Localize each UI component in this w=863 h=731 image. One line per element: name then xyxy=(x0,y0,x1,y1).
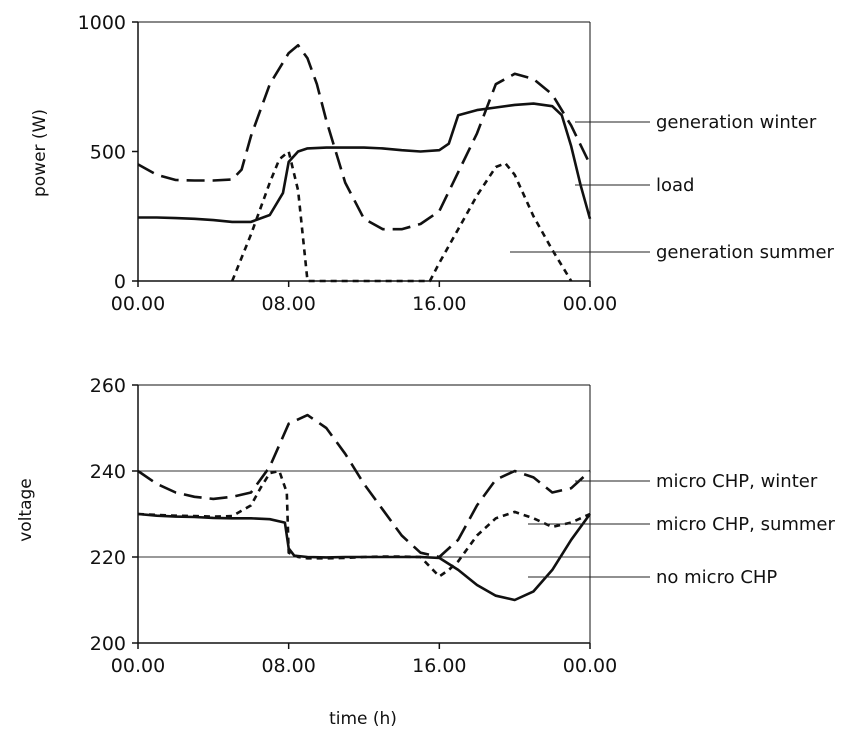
time-x-axis-title: time (h) xyxy=(329,709,397,729)
voltage-y-tick-label: 240 xyxy=(90,461,126,483)
voltage-y-tick-label: 200 xyxy=(90,633,126,655)
voltage-series-lines xyxy=(137,413,592,602)
generation-summer-label: generation summer xyxy=(656,242,835,263)
power-series-load xyxy=(138,102,592,224)
voltage-x-tick-label: 00.00 xyxy=(563,655,617,677)
power-x-ticks: 00.00 08.00 16.00 00.00 xyxy=(111,281,617,315)
voltage-y-ticks: 200 220 240 260 xyxy=(90,375,138,655)
voltage-y-axis-title: voltage xyxy=(16,478,36,542)
voltage-plot-frame xyxy=(137,384,591,644)
power-y-axis-title: power (W) xyxy=(30,109,50,197)
power-y-tick-label: 0 xyxy=(114,271,126,293)
power-x-tick-label: 00.00 xyxy=(111,293,165,315)
voltage-series-micro-chp-summer xyxy=(137,469,591,578)
no-micro-chp-label: no micro CHP xyxy=(656,567,777,588)
generation-winter-label: generation winter xyxy=(656,112,817,133)
voltage-series-no-micro-chp xyxy=(137,512,592,602)
power-series-generation-winter xyxy=(137,44,592,231)
micro-chp-summer-label: micro CHP, summer xyxy=(656,514,836,535)
voltage-series-micro-chp-winter xyxy=(137,413,591,559)
voltage-series-labels: micro CHP, winter micro CHP, summer no m… xyxy=(528,471,836,588)
power-y-tick-label: 1000 xyxy=(78,12,126,34)
voltage-gridlines xyxy=(138,470,590,558)
power-chart: 0 500 1000 00.00 08.00 16.00 00.00 power (W) xyxy=(30,12,617,315)
power-series-lines xyxy=(137,44,592,283)
voltage-x-tick-label: 16.00 xyxy=(412,655,466,677)
voltage-x-ticks: 00.00 08.00 16.00 00.00 xyxy=(111,643,617,677)
voltage-chart: 200 220 240 260 00.00 08.00 16.00 00.00 voltag… xyxy=(16,375,617,729)
voltage-x-tick-label: 00.00 xyxy=(111,655,165,677)
voltage-x-tick-label: 08.00 xyxy=(261,655,315,677)
power-x-tick-label: 00.00 xyxy=(563,293,617,315)
power-plot-frame xyxy=(137,21,591,282)
voltage-y-tick-label: 260 xyxy=(90,375,126,397)
power-y-tick-label: 500 xyxy=(90,142,126,164)
load-label: load xyxy=(656,175,694,196)
voltage-y-tick-label: 220 xyxy=(90,547,126,569)
power-series-generation-summer xyxy=(230,150,573,283)
micro-chp-winter-label: micro CHP, winter xyxy=(656,471,818,492)
power-series-labels: generation winter load generation summer xyxy=(510,112,835,263)
power-x-tick-label: 16.00 xyxy=(412,293,466,315)
power-y-ticks: 0 500 1000 xyxy=(78,12,138,293)
power-x-tick-label: 08.00 xyxy=(261,293,315,315)
